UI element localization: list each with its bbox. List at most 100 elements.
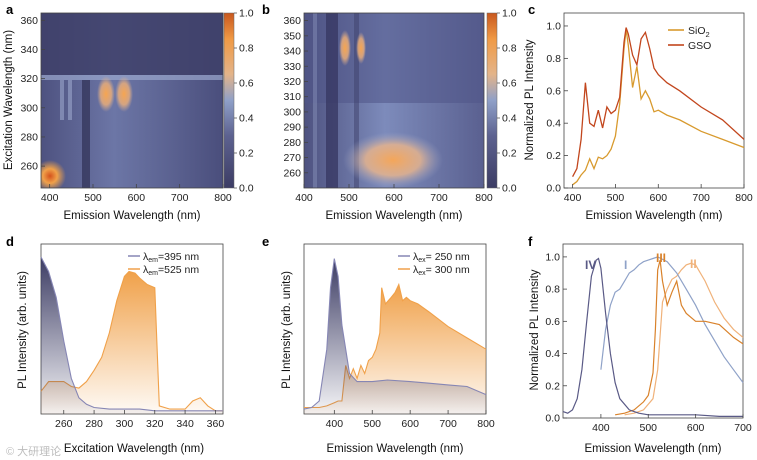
x-tick-label-d: 360 <box>207 418 225 430</box>
x-tick-label-c: 600 <box>650 192 668 204</box>
hotspot-b-525 <box>356 32 366 64</box>
x-tick-label-c: 400 <box>564 192 582 204</box>
y-tick-label-f: 1.0 <box>545 251 560 263</box>
y-tick-label-c: 0.4 <box>546 118 561 130</box>
xlabel-a: Emission Wavelength (nm) <box>64 210 201 222</box>
xlabel-c: Emission Wavelength (nm) <box>586 210 723 222</box>
x-tick-label-e: 700 <box>439 418 457 430</box>
panel-b: b 0.0 0.2 0.4 0.6 0.8 1.0 400 500 600 700 800 260 2… <box>262 2 517 222</box>
colorbar-tick-label-a: 1.0 <box>239 8 254 20</box>
y-tick-label-a: 340 <box>20 44 38 56</box>
legend-sub: ex <box>418 257 426 264</box>
y-tick-label-b: 280 <box>283 137 301 149</box>
legend-text: = 300 nm <box>426 264 470 276</box>
ylabel-e: PL Intensity (arb. units) <box>281 271 293 389</box>
xlabel-b: Emission Wavelength (nm) <box>326 210 463 222</box>
y-tick-label-b: 360 <box>283 15 301 27</box>
line-em525 <box>40 270 223 412</box>
colorbar-tick-label-b: 0.6 <box>502 78 517 90</box>
y-tick-label-b: 330 <box>283 61 301 73</box>
x-tick-label-b: 400 <box>295 192 313 204</box>
y-tick-label-a: 300 <box>20 102 38 114</box>
panel-label-c: c <box>528 2 535 17</box>
y-tick-label-b: 340 <box>283 46 301 58</box>
y-tick-label-c: 1.0 <box>546 20 561 32</box>
y-tick-label-b: 350 <box>283 30 301 42</box>
x-tick-label-d: 340 <box>176 418 194 430</box>
legend-entry: SiO2 <box>688 25 710 39</box>
x-tick-label-a: 700 <box>171 192 189 204</box>
panel-label-b: b <box>262 2 270 17</box>
y-tick-label-c: 0.6 <box>546 85 561 97</box>
panel-a: a 0.0 0.2 0.4 0.6 0.8 1.0 400 500 600 700 800 260 2… <box>3 2 254 222</box>
line-ex250 <box>303 258 487 410</box>
y-tick-label-f: 0.8 <box>545 284 560 296</box>
colorbar-tick-label-b: 0.0 <box>502 183 517 195</box>
ylabel-d: PL Intensity (arb. units) <box>17 271 29 389</box>
x-tick-label-e: 600 <box>401 418 419 430</box>
legend-entry: λem=395 nm <box>143 251 199 264</box>
y-tick-label-a: 360 <box>20 15 38 27</box>
line-em395 <box>40 256 223 412</box>
x-tick-label-b: 700 <box>430 192 448 204</box>
legend-text: = 250 nm <box>426 251 470 263</box>
colorbar-tick-label-b: 1.0 <box>502 8 517 20</box>
line-curve-i <box>600 256 744 383</box>
x-tick-label-a: 600 <box>128 192 146 204</box>
heatmap-b <box>304 13 484 188</box>
y-tick-label-c: 0.2 <box>546 150 561 162</box>
x-tick-label-e: 800 <box>477 418 495 430</box>
curve-label-iv: IV <box>585 258 596 272</box>
legend-sub: em <box>148 257 158 264</box>
y-tick-label-f: 0.4 <box>545 348 560 360</box>
x-tick-label-b: 600 <box>385 192 403 204</box>
y-tick-label-b: 320 <box>283 76 301 88</box>
area-em525 <box>41 271 223 414</box>
colorbar-tick-label-a: 0.2 <box>239 148 254 160</box>
x-tick-label-a: 500 <box>84 192 102 204</box>
x-tick-label-a: 800 <box>214 192 232 204</box>
hotspot-b-600 <box>343 132 443 188</box>
y-tick-label-b: 270 <box>283 152 301 164</box>
colorbar-tick-label-b: 0.4 <box>502 113 517 125</box>
watermark: © 大研理论 <box>6 444 61 458</box>
colorbar-b: 0.0 0.2 0.4 0.6 0.8 1.0 <box>486 8 517 195</box>
hotspot-a-uv <box>41 160 66 188</box>
xlabel-d: Excitation Wavelength (nm) <box>64 443 204 455</box>
x-tick-label-e: 500 <box>363 418 381 430</box>
colorbar-a: 0.0 0.2 0.4 0.6 0.8 1.0 <box>223 8 254 195</box>
heatmap-a <box>41 13 223 188</box>
x-tick-label-c: 700 <box>692 192 710 204</box>
y-tick-label-c: 0.0 <box>546 183 561 195</box>
y-tick-label-f: 0.0 <box>545 413 560 425</box>
y-tick-label-b: 300 <box>283 106 301 118</box>
y-tick-label-b: 290 <box>283 122 301 134</box>
curve-label-i: I <box>624 258 627 272</box>
area-ex250 <box>304 258 486 414</box>
x-tick-label-f: 700 <box>734 422 752 434</box>
area-em395 <box>41 257 223 414</box>
legend-entry: λex= 250 nm <box>413 251 470 264</box>
curve-label-ii: II <box>690 257 697 271</box>
legend-entry: GSO <box>688 40 711 52</box>
ylabel-f: Normalized PL Intensity <box>529 269 541 390</box>
y-tick-label-a: 280 <box>20 131 38 143</box>
hotspot-a-530 <box>97 76 115 112</box>
colorbar-tick-label-a: 0.4 <box>239 113 254 125</box>
xlabel-f: Emission Wavelength (nm) <box>585 443 722 455</box>
x-tick-label-d: 280 <box>85 418 103 430</box>
colorbar-tick-label-b: 0.8 <box>502 43 517 55</box>
x-tick-label-d: 300 <box>116 418 134 430</box>
colorbar-tick-label-a: 0.0 <box>239 183 254 195</box>
colorbar-tick-label-a: 0.8 <box>239 43 254 55</box>
ylabel-a: Excitation Wavelength (nm) <box>3 30 15 170</box>
colorbar-tick-label-b: 0.2 <box>502 148 517 160</box>
legend-text: =395 nm <box>158 251 199 263</box>
hotspot-a-570 <box>115 76 133 112</box>
x-tick-label-f: 600 <box>687 422 705 434</box>
y-tick-label-b: 260 <box>283 167 301 179</box>
x-tick-label-c: 500 <box>607 192 625 204</box>
